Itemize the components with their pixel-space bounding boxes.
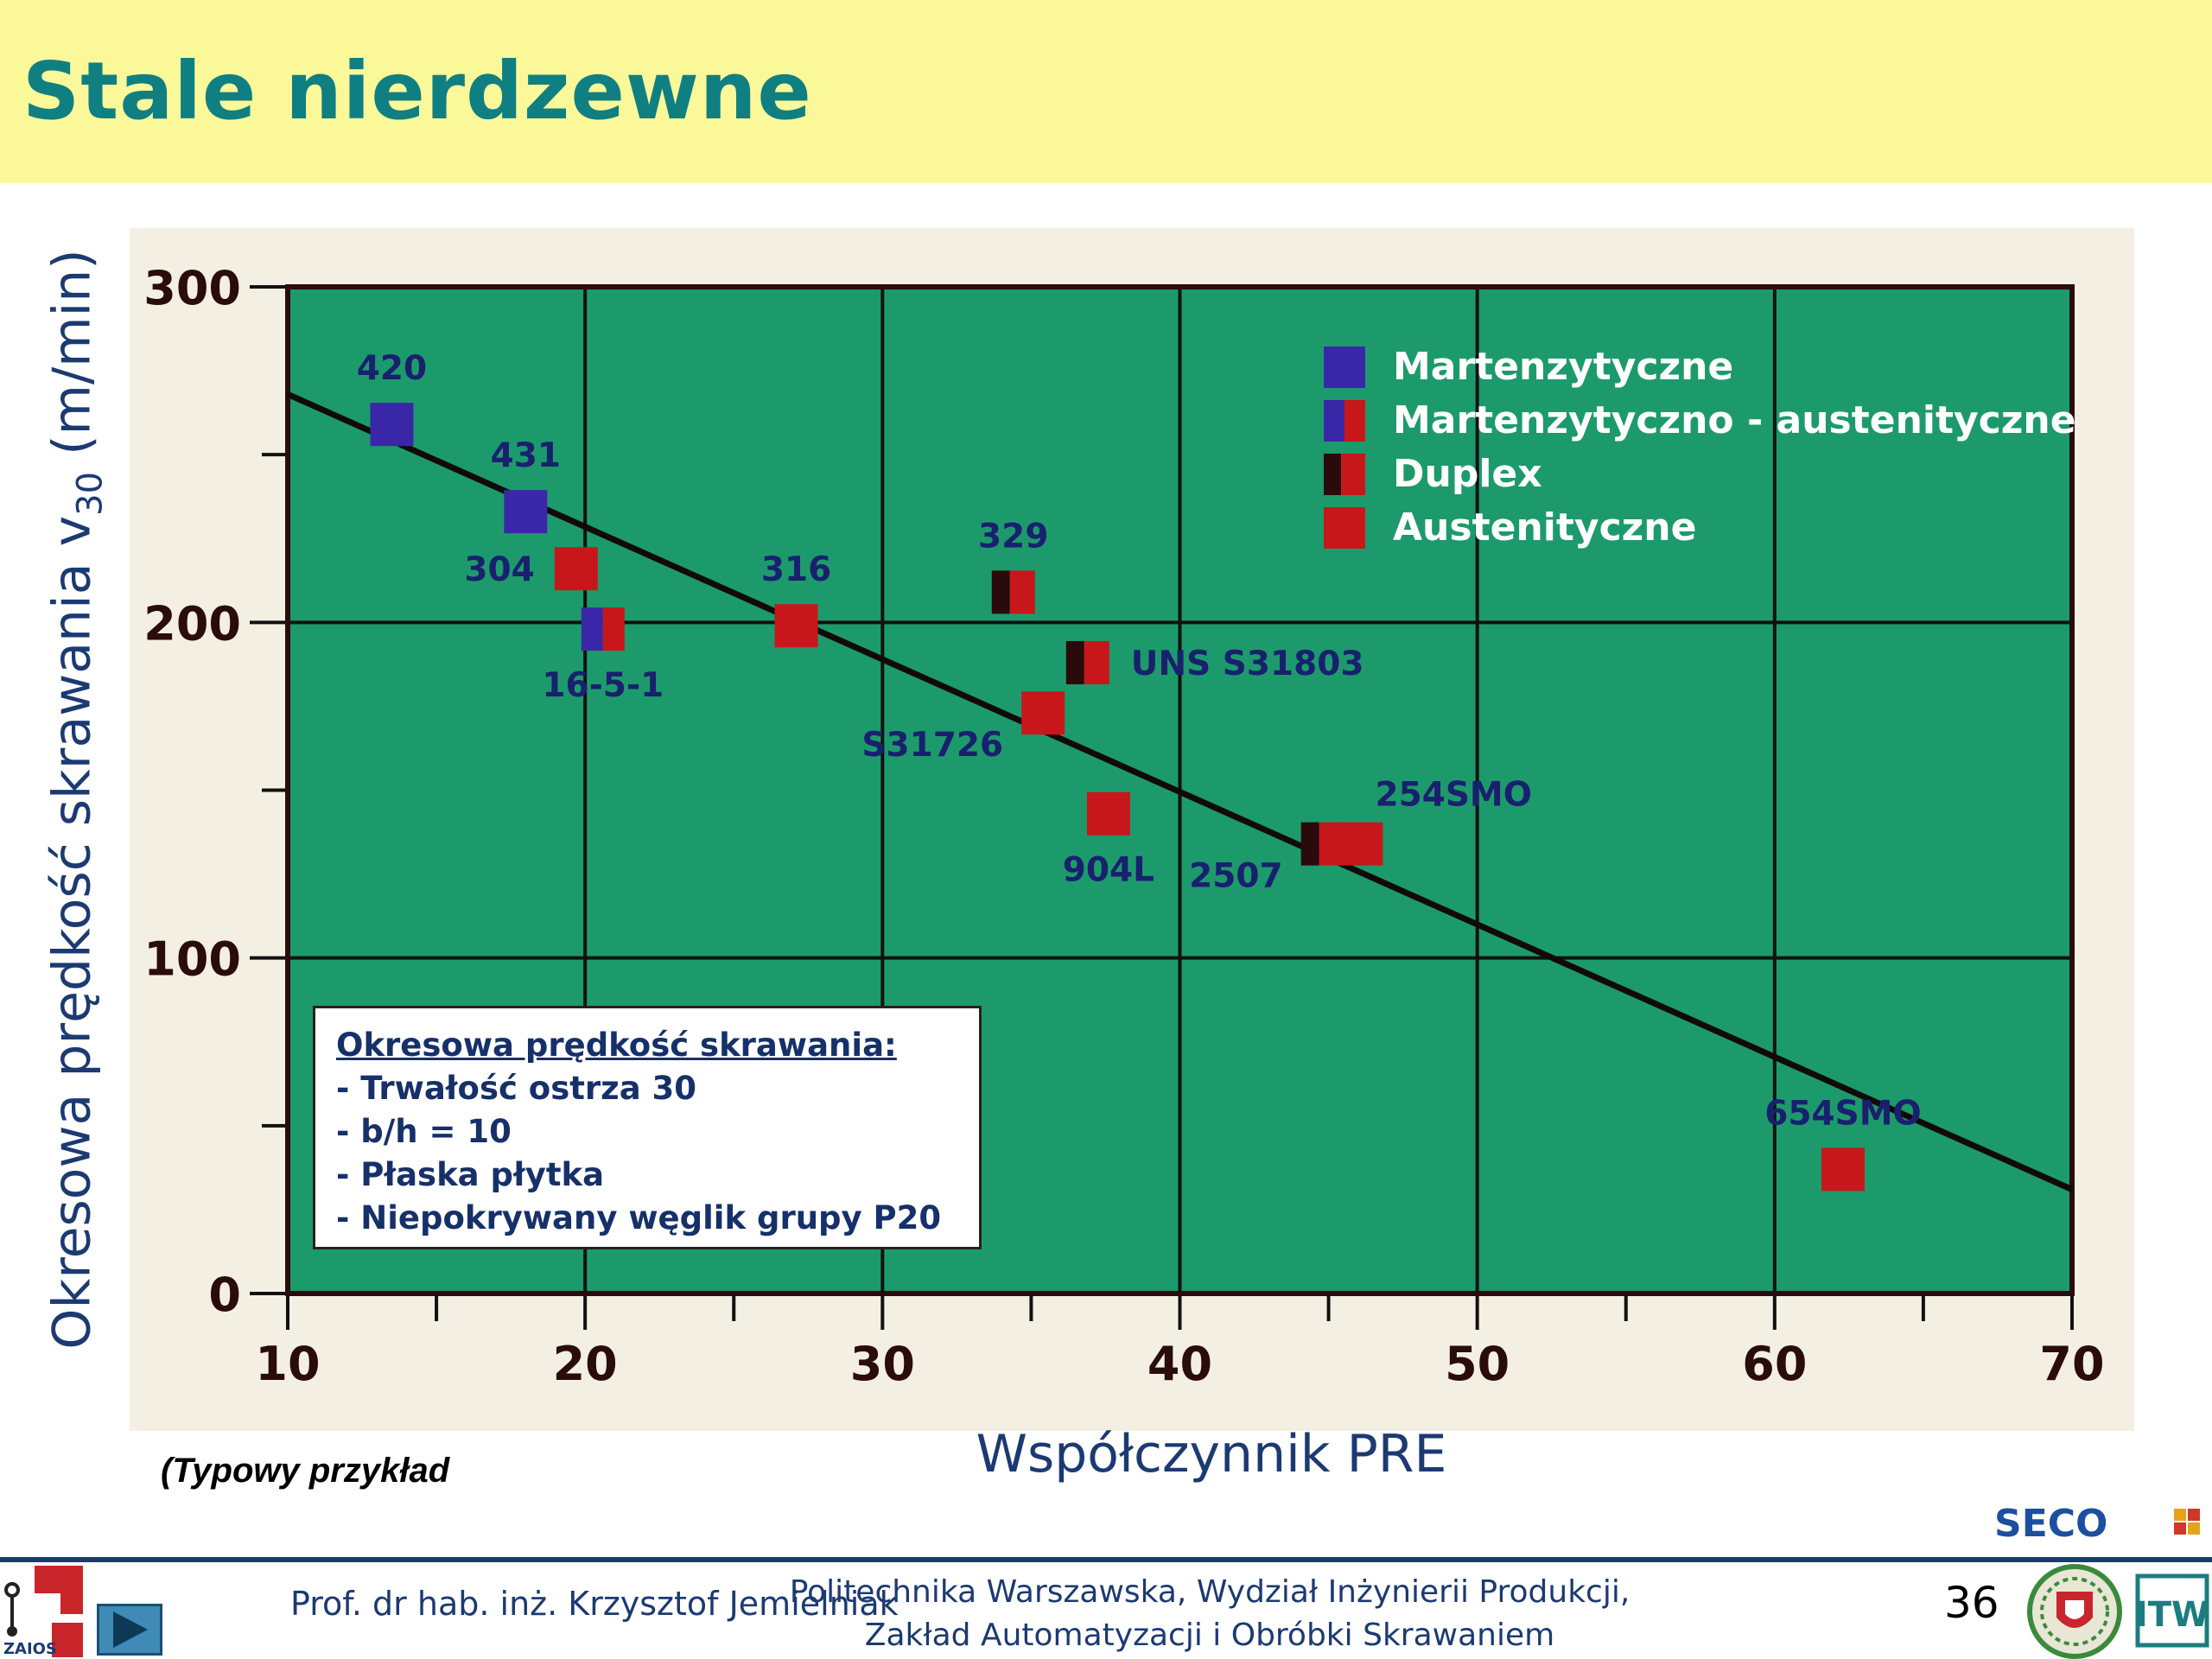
- slide-title: Stale nierdzewne: [22, 45, 812, 137]
- data-point-label: S31726: [861, 726, 1003, 765]
- data-point-label: 254SMO: [1375, 776, 1531, 815]
- y-tick-label: 0: [208, 1268, 241, 1322]
- test-conditions-box: Okresowa prędkość skrawania: - Trwałość …: [313, 1006, 982, 1249]
- footer-institution-line: Zakład Automatyzacji i Obróbki Skrawanie…: [864, 1618, 1555, 1653]
- y-tick-label: 200: [143, 596, 241, 651]
- legend-marker: [1324, 507, 1365, 549]
- play-icon: [113, 1611, 148, 1648]
- legend-marker: [1324, 400, 1365, 442]
- next-slide-button[interactable]: [97, 1604, 162, 1656]
- data-point-label: 2507: [1189, 857, 1283, 896]
- y-tick-label: 100: [143, 932, 241, 987]
- conditions-heading: Okresowa prędkość skrawania:: [336, 1027, 897, 1064]
- data-point: [1339, 822, 1383, 866]
- condition-item: - Trwałość ostrza 30: [336, 1070, 697, 1107]
- data-point: [1021, 691, 1065, 735]
- x-axis-label: Współczynnik PRE: [976, 1424, 1447, 1484]
- legend-label: Martenzytyczne: [1393, 345, 1733, 389]
- y-tick-label: 300: [143, 261, 241, 315]
- itw-logo-text: ITW: [2135, 1595, 2209, 1635]
- footer-institution-line: Politechnika Warszawska, Wydział Inżynie…: [789, 1574, 1630, 1610]
- legend-marker: [1324, 454, 1365, 495]
- data-point-label: 654SMO: [1764, 1094, 1921, 1133]
- page-number: 36: [1944, 1578, 1999, 1628]
- footer-author: Prof. dr hab. inż. Krzysztof Jemielniak: [290, 1585, 899, 1623]
- data-point: [504, 490, 548, 534]
- zaios-logo: ZAIOS: [3, 1566, 83, 1658]
- data-point: [370, 403, 414, 447]
- data-point-label: UNS S31803: [1131, 645, 1364, 683]
- x-tick-label: 40: [1147, 1337, 1212, 1391]
- footer-institution: Politechnika Warszawska, Wydział Inżynie…: [790, 1571, 1630, 1657]
- data-point-label: 420: [357, 349, 427, 388]
- title-bar: [0, 0, 2212, 183]
- data-point: [1300, 822, 1344, 866]
- data-point-label: 329: [978, 517, 1048, 556]
- condition-item: - Niepokrywany węglik grupy P20: [336, 1199, 942, 1236]
- condition-item: - Płaska płytka: [336, 1156, 605, 1193]
- itw-logo: ITW: [2134, 1569, 2210, 1652]
- data-point: [1065, 640, 1109, 684]
- data-point-label: 431: [491, 436, 561, 475]
- x-tick-label: 60: [1742, 1337, 1807, 1391]
- footer-divider: [0, 1557, 2212, 1562]
- data-point-label: 316: [761, 550, 831, 589]
- data-point-label: 904L: [1063, 851, 1154, 890]
- legend-label: Martenzytyczno - austenityczne: [1393, 398, 2076, 442]
- trend-line: [286, 391, 2074, 1192]
- seco-logo: SECO: [1994, 1503, 2200, 1541]
- data-point: [581, 607, 625, 652]
- condition-item: - b/h = 10: [336, 1113, 512, 1150]
- data-point: [554, 547, 598, 591]
- x-tick-label: 30: [850, 1337, 915, 1391]
- seco-logo-text: SECO: [1994, 1503, 2107, 1541]
- plot-frame: [285, 284, 2075, 1296]
- x-tick-label: 50: [1445, 1337, 1510, 1391]
- x-tick-label: 10: [255, 1337, 320, 1391]
- data-point-label: 16-5-1: [542, 666, 664, 705]
- x-tick-label: 70: [2039, 1337, 2104, 1391]
- legend-label: Austenityczne: [1393, 505, 1696, 550]
- data-point-label: 304: [464, 550, 534, 589]
- x-tick-label: 20: [553, 1337, 618, 1391]
- data-point: [1821, 1147, 1865, 1192]
- example-note: (Typowy przykład: [161, 1452, 450, 1490]
- y-axis-label: Okresowa prędkość skrawania v30 (m/min): [41, 249, 111, 1350]
- zaios-logo-text: ZAIOS: [3, 1640, 57, 1658]
- legend-marker: [1324, 346, 1365, 388]
- university-emblem-logo: [2027, 1564, 2122, 1659]
- legend-label: Duplex: [1393, 452, 1542, 496]
- data-point: [774, 604, 818, 648]
- data-point: [1086, 791, 1130, 836]
- data-point: [991, 570, 1035, 614]
